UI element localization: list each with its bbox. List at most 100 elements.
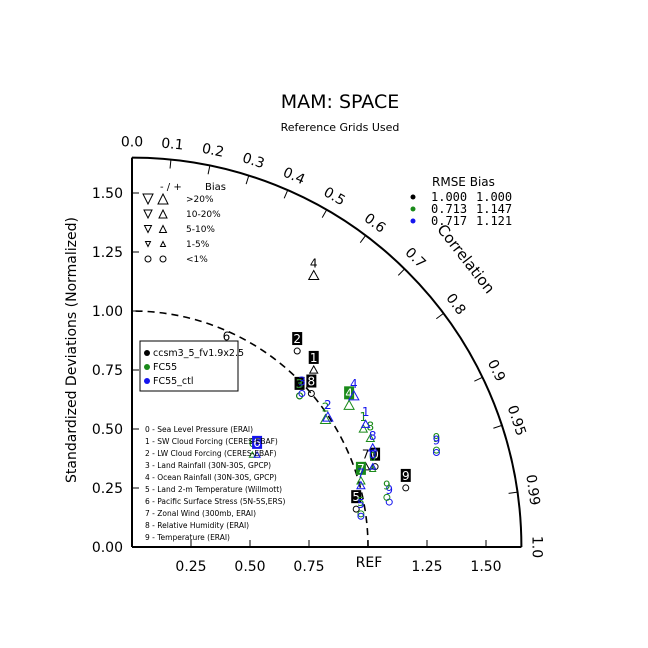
data-point-4: 4 — [307, 257, 320, 281]
correlation-tick-label: 0.95 — [504, 403, 529, 438]
correlation-tick-label: 0.0 — [121, 135, 143, 151]
legends: - / + Bias >20% 10-20% 5-10% 1-5% <1% RMSE Bias… — [139, 175, 512, 542]
circle-marker — [352, 505, 360, 513]
y-tick-label: 0.00 — [92, 540, 123, 556]
y-tick-label: 0.50 — [92, 422, 123, 438]
variable-legend-item: 8 - Relative Humidity (ERAI) — [145, 521, 249, 530]
variable-legend-item: 0 - Sea Level Pressure (ERAI) — [145, 425, 253, 434]
point-label: 9 — [433, 434, 441, 448]
chart-subtitle: Reference Grids Used — [281, 121, 400, 134]
x-tick-label: 1.25 — [411, 559, 442, 575]
bias-legend-label: 5-10% — [186, 225, 215, 235]
triangle-marker — [248, 450, 257, 458]
triangle-marker — [322, 411, 334, 422]
circle-marker — [293, 347, 301, 355]
point-label-box — [344, 386, 355, 400]
stats-legend-bias: 1.121 — [476, 214, 512, 228]
data-point-9: 9 — [383, 478, 391, 501]
point-label: 7 — [357, 467, 365, 481]
triangle-marker — [308, 364, 319, 374]
correlation-tick — [359, 235, 367, 243]
y-axis-label: Standardized Deviations (Normalized) — [64, 217, 80, 483]
stats-legend-marker — [410, 206, 416, 212]
data-point-1: 1 — [360, 405, 371, 428]
series-legend-marker — [144, 350, 150, 356]
data-point-0: 0 — [368, 448, 377, 470]
point-label: 2 — [324, 398, 332, 412]
point-label: 9 — [383, 478, 391, 492]
correlation-tick-label: 1.0 — [528, 536, 544, 558]
circle-marker — [357, 510, 365, 518]
series-legend-label: ccsm3_5_fv1.9x2.5 — [153, 348, 244, 359]
point-label: 4 — [350, 377, 358, 391]
correlation-tick — [508, 491, 518, 494]
bias-legend-label: >20% — [186, 195, 214, 205]
correlation-tick — [321, 209, 328, 218]
series-legend-label: FC55 — [153, 362, 177, 373]
y-tick-label: 0.25 — [92, 481, 123, 497]
bias-legend-neg-symbol — [144, 255, 152, 263]
point-label: 9 — [402, 469, 410, 483]
data-point-8: 8 — [367, 429, 378, 452]
bias-legend-neg-symbol — [143, 225, 153, 234]
point-label: 5 — [357, 497, 365, 511]
y-tick-label: 1.00 — [92, 304, 123, 320]
point-label: 9 — [385, 483, 393, 497]
stats-legend-rmse: 1.000 — [431, 190, 467, 204]
data-points: 01234567890123456789012345678999 — [221, 257, 441, 520]
y-tick-label: 1.25 — [92, 245, 123, 261]
variable-legend-item: 7 - Zonal Wind (300mb, ERAI) — [145, 509, 256, 518]
data-point-4: 4 — [347, 377, 360, 401]
circle-marker — [432, 446, 440, 454]
point-label: 4 — [310, 257, 318, 271]
series-legend-box — [139, 340, 239, 392]
correlation-tick — [474, 376, 483, 382]
data-point-7: 7 — [356, 467, 366, 490]
point-label: 6 — [253, 436, 261, 450]
point-label: 3 — [296, 377, 304, 391]
circle-marker — [383, 493, 391, 501]
data-point-2: 2 — [292, 332, 303, 355]
point-label: 2 — [322, 400, 330, 414]
triangle-marker — [356, 475, 366, 485]
variable-legend-item: 5 - Land 2-m Temperature (Willmott) — [145, 485, 282, 494]
data-point-3: 3 — [298, 375, 306, 398]
point-label-box — [370, 447, 381, 461]
triangle-marker — [319, 413, 332, 424]
bias-legend-signs: - / + — [160, 182, 182, 193]
correlation-tick-label: 0.7 — [402, 245, 429, 272]
correlation-tick — [169, 159, 172, 169]
data-point-8: 8 — [365, 419, 376, 443]
point-label: 2 — [293, 332, 301, 346]
point-label: 6 — [223, 330, 231, 344]
bias-legend-neg-symbol — [144, 241, 152, 248]
correlation-tick-label: 0.3 — [240, 150, 266, 172]
data-point-5: 5 — [351, 490, 362, 513]
stats-legend-marker — [410, 218, 416, 224]
correlation-tick — [436, 312, 444, 320]
triangle-marker — [358, 423, 369, 433]
point-label: 5 — [352, 490, 360, 504]
correlation-tick-label: 0.5 — [321, 184, 348, 209]
series-legend-marker — [144, 364, 150, 370]
correlation-tick-label: 0.8 — [442, 291, 468, 318]
correlation-tick-label: 0.99 — [522, 473, 542, 506]
correlation-label: Correlation — [433, 221, 498, 297]
correlation-tick — [207, 165, 211, 175]
point-label: 3 — [298, 375, 306, 389]
x-tick-label: 0.75 — [293, 559, 324, 575]
variable-legend-item: 9 - Temperature (ERAI) — [145, 533, 230, 542]
data-point-1: 1 — [358, 410, 369, 433]
point-label-box — [306, 374, 317, 388]
data-point-8: 8 — [306, 374, 317, 398]
data-point-9: 9 — [400, 468, 411, 492]
point-label: 0 — [369, 448, 377, 462]
variable-legend-item: 3 - Land Rainfall (30N-30S, GPCP) — [145, 461, 271, 470]
axes: 0.25 0.50 0.75 1.25 1.500.000.250.500.751.00… — [92, 135, 545, 575]
variable-legend-item: 2 - LW Cloud Forcing (CERES-EBAF) — [145, 449, 277, 458]
correlation-tick-label: 0.9 — [484, 357, 508, 384]
point-label-box — [351, 490, 362, 504]
stats-legend-bias: 1.147 — [476, 202, 512, 216]
triangle-marker — [365, 433, 376, 443]
point-label: 8 — [369, 429, 377, 443]
